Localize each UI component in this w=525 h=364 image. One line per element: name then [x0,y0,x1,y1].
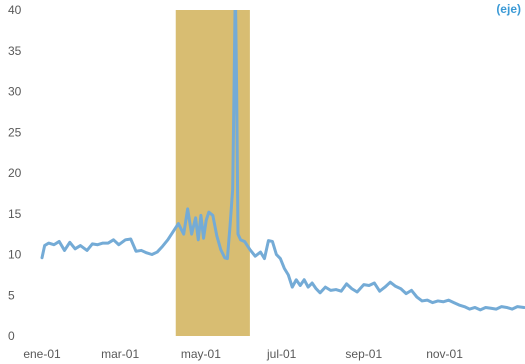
x-tick-label: sep-01 [345,347,382,361]
y-tick-label: 25 [8,125,22,139]
x-tick-label: ene-01 [23,347,61,361]
y-tick-label: 0 [8,329,15,343]
x-tick-label: nov-01 [426,347,463,361]
y-tick-label: 30 [8,85,22,99]
legend-label: (eje) [496,2,521,16]
x-tick-label: may-01 [181,347,221,361]
y-tick-label: 20 [8,166,22,180]
series-layer [40,10,525,312]
y-tick-label: 15 [8,207,22,221]
y-axis-ticks: 0 5 10 15 20 25 30 35 40 [8,3,22,343]
y-tick-label: 5 [8,288,15,302]
y-tick-label: 40 [8,3,22,17]
series-line [40,10,525,312]
y-tick-label: 35 [8,44,22,58]
x-tick-label: jul-01 [266,347,297,361]
x-axis-ticks: ene-01 mar-01 may-01 jul-01 sep-01 nov-01 [23,347,463,361]
y-tick-label: 10 [8,248,22,262]
x-tick-label: mar-01 [101,347,139,361]
